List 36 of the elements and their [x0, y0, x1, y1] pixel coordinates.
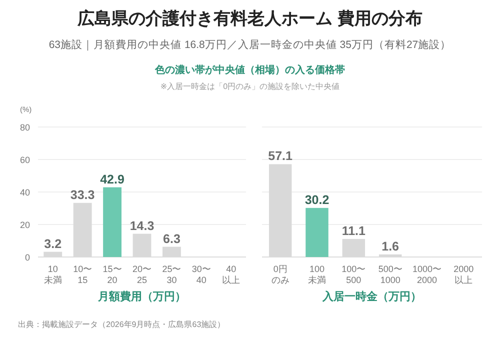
text: ※入居一時金は「0円のみ」の施設を除いた中央値 — [160, 82, 340, 91]
data-label: 30.2 — [304, 192, 330, 207]
chart-subtitle: 63施設｜月額費用の中央値 16.8万円／入居一時金の中央値 35万円（有料27施設） — [48, 38, 452, 51]
x-tick-label: 10 未満 — [44, 264, 62, 285]
data-label: 57.1 — [268, 149, 293, 164]
x-tick-label: 40 以上 — [222, 264, 240, 285]
x-tick-label: 25〜 30 — [162, 264, 182, 285]
x-tick-label: 500〜 1000 — [378, 264, 402, 285]
x-tick-label: 0円のみ — [271, 264, 290, 285]
x-tick-label: 10〜 15 — [73, 264, 92, 285]
chart-title: 広島県の介護付き有料老人ホーム 費用の分布 — [76, 9, 422, 28]
y-tick-label: 60 — [20, 155, 30, 165]
x-tick-label: 2000 以上 — [454, 264, 474, 285]
y-tick-label: 40 — [20, 188, 30, 198]
y-tick-label: 80 — [20, 122, 30, 132]
data-label: 6.3 — [163, 232, 180, 246]
bar — [306, 208, 328, 257]
text: 色の濃い帯が中央値（相場）の入る価格帯 — [154, 64, 345, 76]
data-label: 42.9 — [100, 172, 124, 186]
x-tick-label: 30〜 40 — [192, 264, 211, 285]
y-tick-label: 20 — [20, 220, 30, 230]
x-tick-label: 100 未満 — [308, 264, 326, 285]
x-axis-title: 月額費用（万円） — [97, 290, 186, 303]
x-tick-label: 100〜 500 — [342, 264, 366, 285]
y-tick-label: 0 — [24, 252, 30, 262]
data-label: 11.1 — [342, 224, 366, 238]
source-note: 出典：掲載施設データ（2026年9月時点・広島県63施設） — [18, 320, 226, 329]
data-label: 33.3 — [70, 188, 95, 202]
x-tick-label: 1000〜 2000 — [412, 264, 442, 285]
x-axis-title: 入居一時金（万円） — [322, 290, 422, 303]
data-label: 14.3 — [130, 218, 154, 233]
x-tick-label: 20〜 25 — [132, 264, 152, 285]
data-label: 3.2 — [44, 236, 62, 251]
data-label: 1.6 — [382, 239, 400, 254]
x-tick-label: 15〜 20 — [102, 264, 122, 285]
bar — [103, 187, 122, 257]
